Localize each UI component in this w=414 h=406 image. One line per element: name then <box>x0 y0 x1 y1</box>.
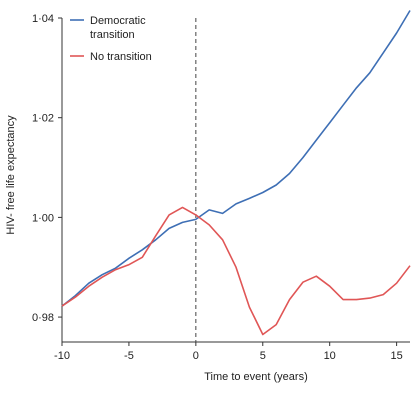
legend: Democratic transition No transition <box>70 15 152 63</box>
x-tick-label: 0 <box>193 350 199 362</box>
x-tick-label: 15 <box>390 350 402 362</box>
x-axis-label: Time to event (years) <box>204 371 308 383</box>
series-layer <box>61 10 411 336</box>
legend-label: No transition <box>90 51 152 63</box>
x-tick-label: -10 <box>54 350 70 362</box>
series-line-democratic-transition <box>61 10 411 307</box>
x-tick-label: 5 <box>260 350 266 362</box>
y-axis-label: HIV- free life expectancy <box>5 115 17 235</box>
x-tick-label: 10 <box>324 350 336 362</box>
y-tick-label: 0·98 <box>32 312 54 324</box>
axes: 0·98 1·00 1·02 1·04 -10 -5 0 5 10 15 <box>32 13 410 362</box>
y-tick-label: 1·04 <box>32 13 54 25</box>
legend-label: Democratic transition <box>90 15 146 41</box>
y-tick-label: 1·02 <box>32 113 54 125</box>
y-tick-label: 1·00 <box>32 212 54 224</box>
x-tick-label: -5 <box>124 350 134 362</box>
series-line-no-transition <box>61 206 411 336</box>
